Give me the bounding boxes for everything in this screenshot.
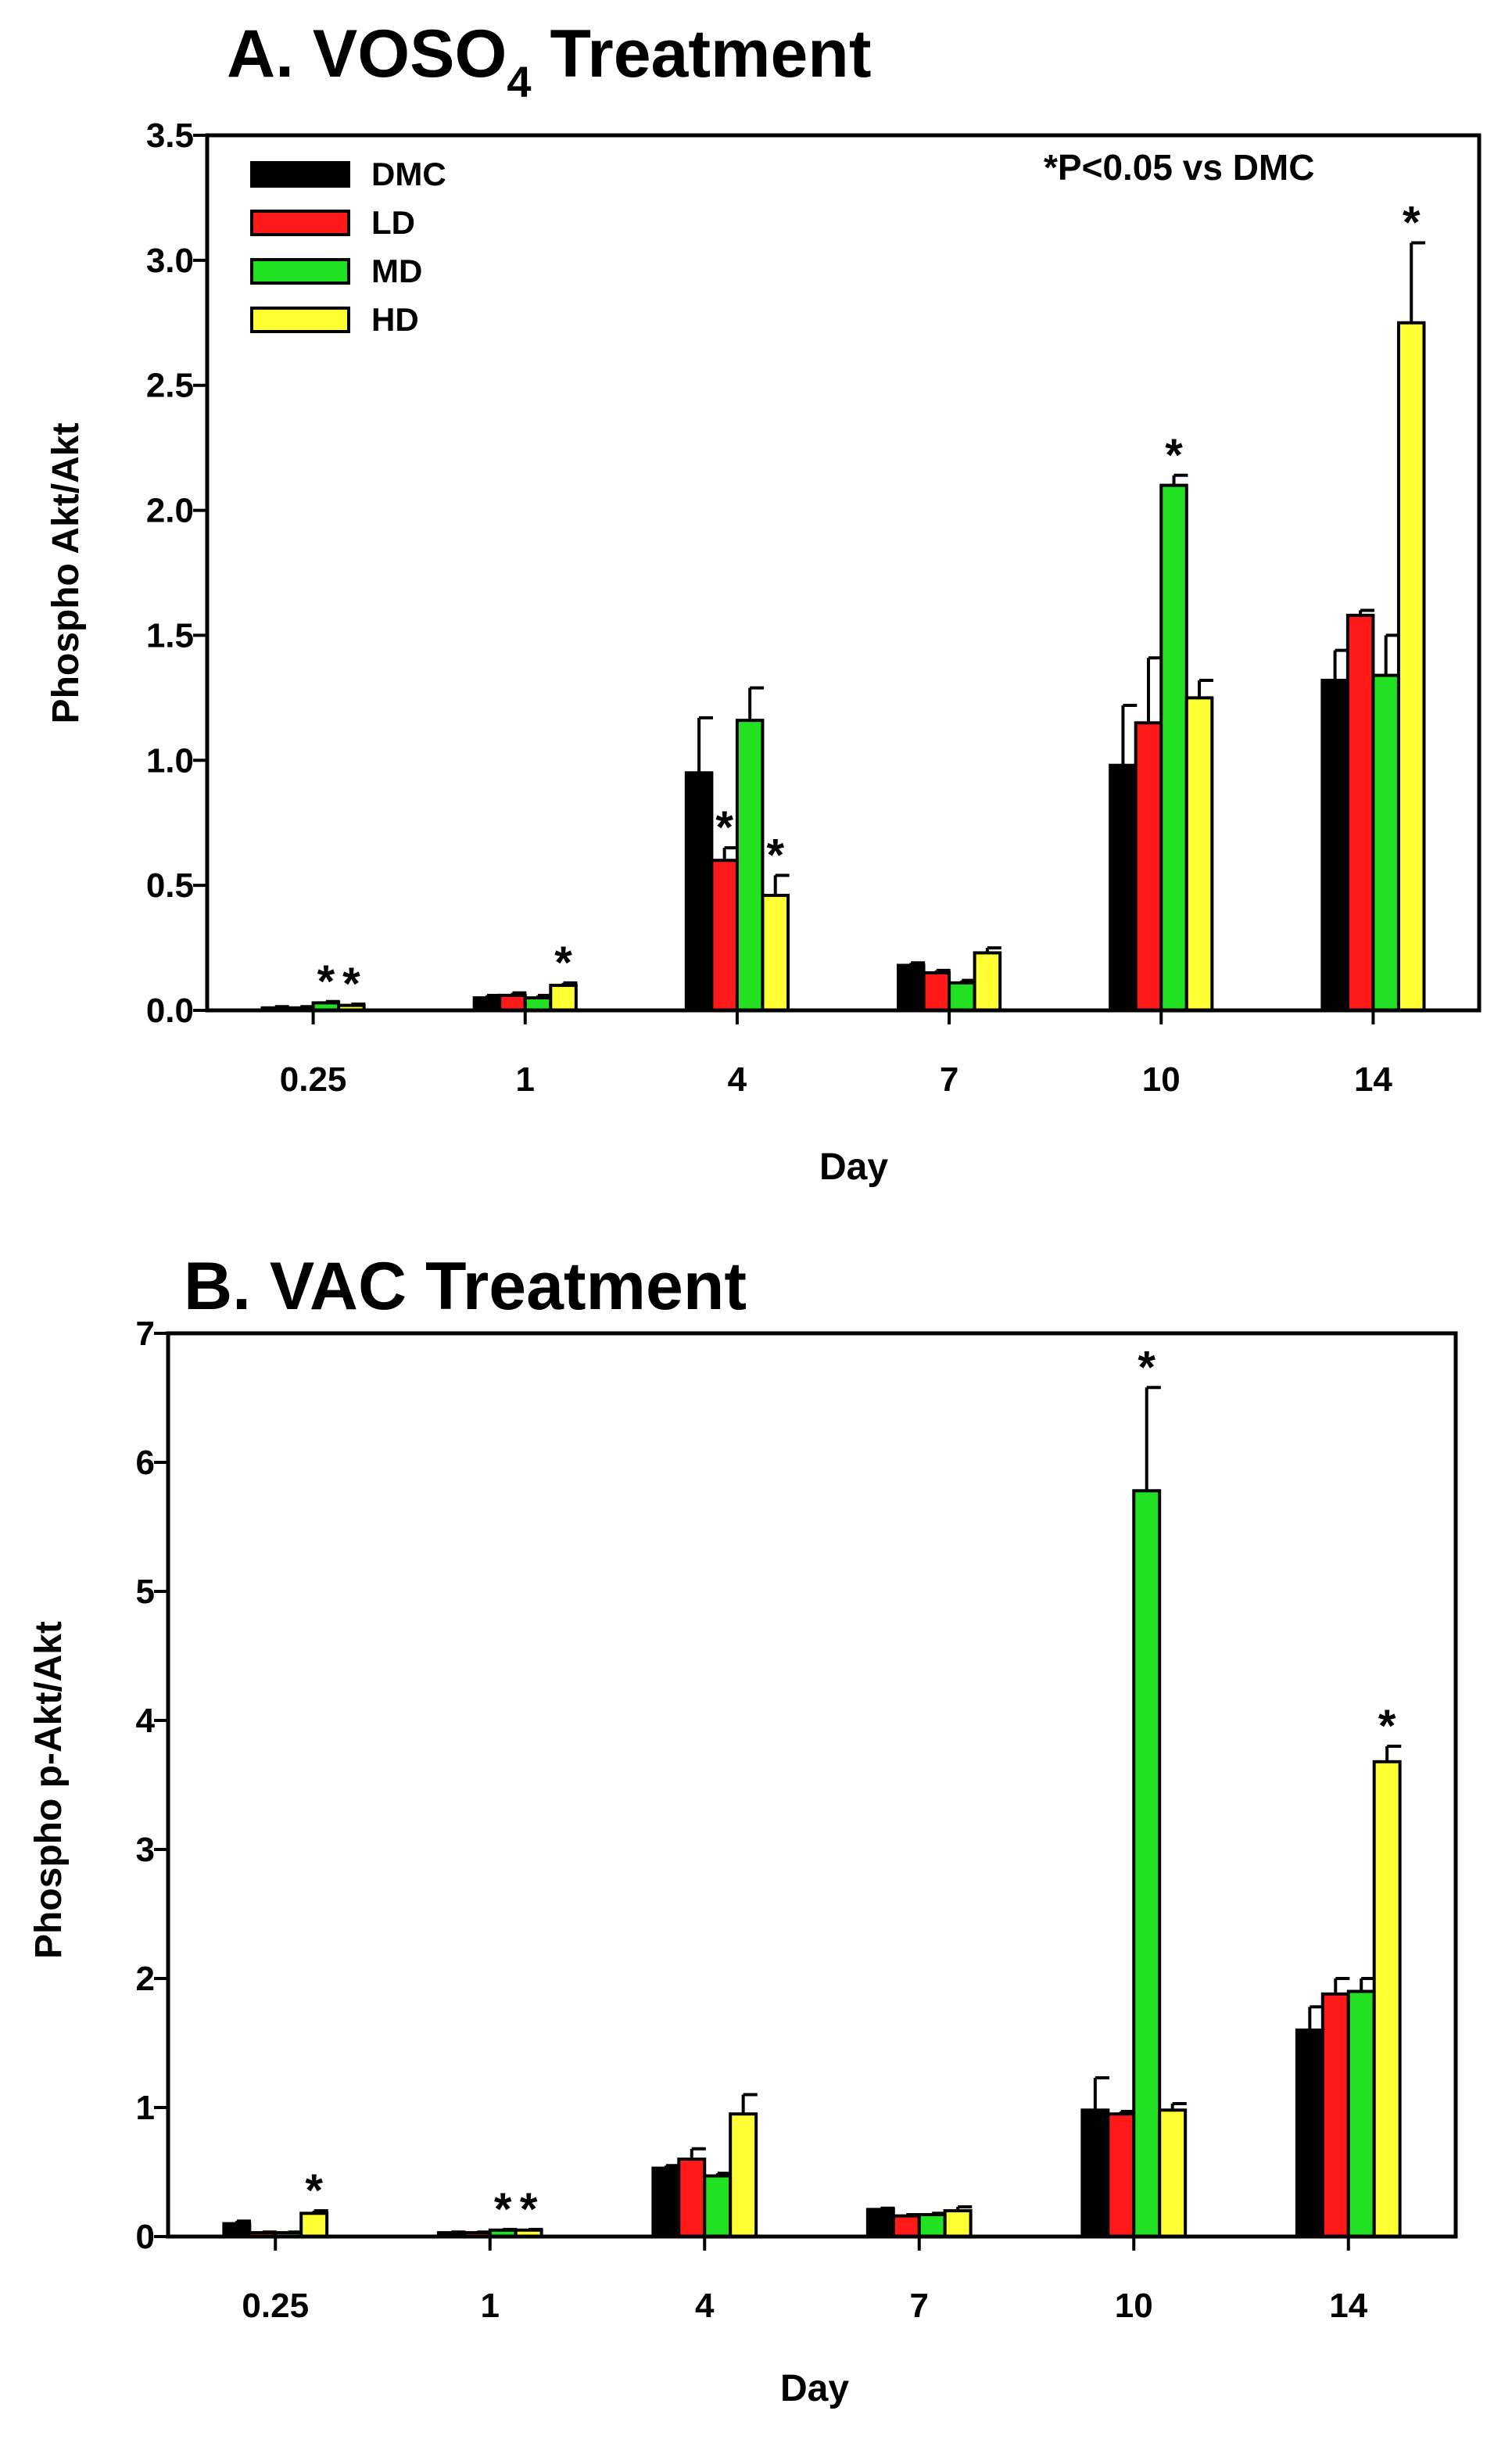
chart-a-ylabel: Phospho Akt/Akt <box>45 423 87 724</box>
chart-b-bar-md-2 <box>703 2174 733 2238</box>
chart-a-bar-hd-5 <box>1396 321 1426 1012</box>
chart-a-bar-dmc-3 <box>897 963 926 1012</box>
chart-b-ytick-label-5: 5 <box>136 1573 155 1611</box>
chart-a-title-suffix: Treatment <box>532 16 872 91</box>
chart-b-bar-dmc-3 <box>865 2208 895 2239</box>
chart-b-bar-ld-2 <box>677 2158 707 2238</box>
chart-b-bar-ld-3 <box>891 2214 921 2239</box>
chart-a-xtick-label-2: 4 <box>728 1060 747 1099</box>
chart-a-sig-star-hd-1: * <box>554 938 572 988</box>
chart-a-bar-md-5 <box>1371 673 1400 1013</box>
chart-a-legend-label-md: MD <box>371 253 422 289</box>
chart-b-xtick-label-1: 1 <box>481 2287 500 2325</box>
chart-b-xtick-label-3: 7 <box>910 2287 929 2325</box>
chart-a-bar-dmc-5 <box>1320 678 1349 1013</box>
chart-a-ytick-label-3: 1.5 <box>146 616 194 655</box>
chart-b-sig-star-hd-5: * <box>1378 1701 1396 1752</box>
chart-a-sig-star-md-0: * <box>317 956 335 1007</box>
chart-b-ytick-label-0: 0 <box>136 2218 155 2256</box>
chart-a-bar-md-4 <box>1159 483 1188 1012</box>
chart-a-sig-star-hd-2: * <box>766 830 784 881</box>
chart-a-ytick-label-4: 2.0 <box>146 492 194 530</box>
chart-a-xtick-label-4: 10 <box>1142 1060 1181 1099</box>
chart-b-ytick-label-1: 1 <box>136 2089 155 2127</box>
chart-a-legend-swatch-hd <box>250 307 350 333</box>
chart-b-ytick-label-2: 2 <box>136 1960 155 1998</box>
chart-b-bar-md-5 <box>1346 1989 1376 2238</box>
chart-b-bar-hd-4 <box>1158 2108 1188 2239</box>
chart-b-bar-hd-2 <box>729 2112 758 2238</box>
chart-b-bar-dmc-5 <box>1295 2029 1324 2238</box>
chart-b-bar-hd-0 <box>299 2212 329 2239</box>
chart-a-bar-ld-5 <box>1345 613 1375 1012</box>
chart-a-bar-dmc-2 <box>684 771 714 1012</box>
chart-a-title-subscript: 4 <box>507 57 531 106</box>
chart-a-ytick-label-6: 3.0 <box>146 242 194 280</box>
chart-a-bar-ld-1 <box>498 993 527 1012</box>
chart-a-annotation: *P<0.05 vs DMC <box>1044 147 1314 188</box>
chart-a-xtick-label-5: 14 <box>1354 1060 1392 1099</box>
chart-b-bar-md-3 <box>917 2212 947 2238</box>
chart-a-bar-hd-4 <box>1184 696 1214 1012</box>
chart-b-ytick-label-3: 3 <box>136 1831 155 1869</box>
chart-a-ytick-label-1: 0.5 <box>146 866 194 905</box>
chart-a-ytick-label-5: 2.5 <box>146 367 194 405</box>
chart-b-bar-ld-4 <box>1106 2112 1136 2238</box>
chart-a-sig-star-md-4: * <box>1165 430 1183 481</box>
chart-b-ytick-label-4: 4 <box>136 1702 156 1740</box>
chart-a-bar-hd-1 <box>549 984 578 1012</box>
chart-a-bar-md-3 <box>948 981 976 1012</box>
chart-a-bar-ld-4 <box>1134 721 1163 1012</box>
chart-a-ytick-label-7: 3.5 <box>146 117 194 155</box>
chart-a-ytick-label-0: 0.0 <box>146 992 194 1030</box>
chart-b-sig-star-hd-0: * <box>305 2165 323 2216</box>
chart-a-bar-dmc-4 <box>1109 763 1138 1012</box>
chart-a-xtick-label-3: 7 <box>940 1060 958 1099</box>
chart-a-sig-star-ld-2: * <box>715 802 733 853</box>
chart-b-bar-dmc-4 <box>1080 2108 1110 2239</box>
chart-a-bar-ld-3 <box>922 971 951 1012</box>
chart-a-plot: * *0.25*1**4 7*10*140.00.51.01.52.02.53.03… <box>146 117 1482 1099</box>
chart-b-sig-star-hd-1: * <box>520 2184 538 2235</box>
chart-b-xtick-label-2: 4 <box>695 2287 715 2325</box>
chart-a-sig-star-hd-0: * <box>342 959 360 1010</box>
chart-b-bar-ld-5 <box>1320 1992 1350 2239</box>
chart-b-xtick-label-0: 0.25 <box>242 2287 309 2325</box>
chart-a-xlabel: Day <box>819 1146 888 1188</box>
chart-a-bar-hd-2 <box>761 893 790 1012</box>
chart-b-sig-star-md-1: * <box>494 2184 512 2235</box>
chart-a-legend-swatch-md <box>250 258 350 285</box>
chart-a-xtick-label-1: 1 <box>516 1060 535 1099</box>
chart-a-title: A. VOSO4 Treatment <box>227 16 871 106</box>
chart-b-ytick-label-7: 7 <box>136 1315 155 1353</box>
chart-a-xtick-label-0: 0.25 <box>280 1060 347 1099</box>
chart-b-ytick-label-6: 6 <box>136 1444 155 1482</box>
chart-a-bar-ld-2 <box>710 859 739 1012</box>
chart-a-ytick-label-2: 1.0 <box>146 741 194 780</box>
chart-b-xtick-label-4: 10 <box>1115 2287 1153 2325</box>
chart-a-frame <box>205 133 1482 1013</box>
chart-b-xlabel: Day <box>780 2368 849 2409</box>
chart-b-frame <box>166 1331 1458 2239</box>
chart-b-bar-md-4 <box>1132 1489 1162 2239</box>
chart-a-sig-star-hd-5: * <box>1403 197 1421 248</box>
chart-b-sig-star-md-4: * <box>1138 1342 1155 1393</box>
chart-b-title: B. VAC Treatment <box>184 1249 747 1324</box>
chart-b-xtick-label-5: 14 <box>1329 2287 1367 2325</box>
chart-b-bar-hd-3 <box>943 2209 973 2238</box>
chart-a-legend-label-ld: LD <box>371 204 415 241</box>
chart-a-legend-swatch-ld <box>250 210 350 236</box>
chart-a-legend-label-hd: HD <box>371 301 419 338</box>
chart-a-bar-hd-3 <box>973 951 1002 1012</box>
chart-a-legend-label-dmc: DMC <box>371 156 446 192</box>
chart-b-bar-dmc-2 <box>651 2166 681 2239</box>
chart-a-legend-swatch-dmc <box>250 161 350 188</box>
chart-b-bar-hd-5 <box>1372 1760 1402 2239</box>
chart-b-ylabel: Phospho p-Akt/Akt <box>28 1621 70 1959</box>
chart-a-bar-md-2 <box>735 719 765 1012</box>
